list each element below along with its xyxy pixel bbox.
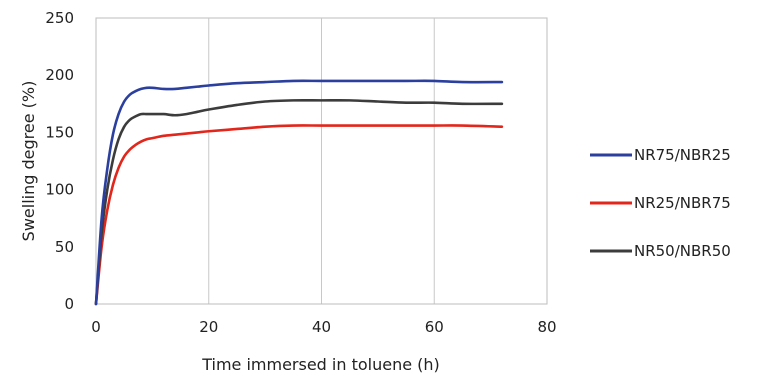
legend-label: NR75/NBR25 <box>634 146 731 164</box>
y-tick-labels: 0 50 100 150 200 250 <box>45 9 74 313</box>
legend-label: NR50/NBR50 <box>634 242 731 260</box>
y-tick-label: 200 <box>45 66 74 84</box>
y-tick-label: 100 <box>45 181 74 199</box>
series-line-nr25-nbr75 <box>94 124 504 306</box>
series-line-nr75-nbr25 <box>94 79 504 306</box>
series-lines <box>94 79 504 306</box>
x-tick-label: 80 <box>537 318 556 336</box>
x-tick-label: 40 <box>312 318 331 336</box>
axes <box>95 18 547 305</box>
grid-lines <box>208 18 435 304</box>
y-tick-label: 50 <box>55 238 74 256</box>
series-line-nr50-nbr50 <box>94 98 504 306</box>
x-tick-labels: 0 20 40 60 80 <box>91 318 556 336</box>
legend: NR75/NBR25 NR25/NBR75 NR50/NBR50 <box>590 146 731 260</box>
x-tick-label: 20 <box>199 318 218 336</box>
y-axis-title: Swelling degree (%) <box>19 81 38 242</box>
x-tick-label: 0 <box>91 318 101 336</box>
y-tick-label: 150 <box>45 123 74 141</box>
y-tick-label: 250 <box>45 9 74 27</box>
y-tick-label: 0 <box>64 295 74 313</box>
x-axis-title: Time immersed in toluene (h) <box>201 355 440 374</box>
x-tick-label: 60 <box>425 318 444 336</box>
legend-label: NR25/NBR75 <box>634 194 731 212</box>
